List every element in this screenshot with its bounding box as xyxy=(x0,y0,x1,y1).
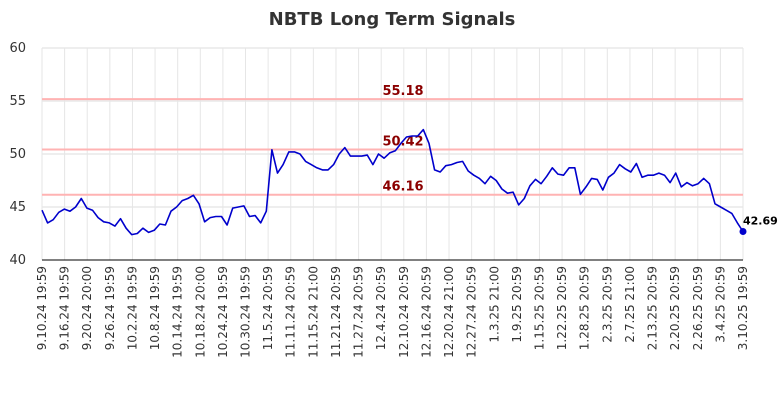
x-tick-label: 12.10.24 20:59 xyxy=(397,266,411,358)
x-tick-label: 12.4.24 20:59 xyxy=(374,266,388,350)
reference-label: 55.18 xyxy=(382,84,423,99)
x-tick-label: 12.27.24 20:59 xyxy=(465,266,479,358)
last-point-label: 42.69 xyxy=(743,214,778,227)
chart-title: NBTB Long Term Signals xyxy=(269,9,516,30)
x-tick-label: 9.26.24 19:59 xyxy=(103,266,117,350)
x-tick-label: 9.16.24 19:59 xyxy=(58,266,72,350)
price-series: 42.69 xyxy=(41,128,778,236)
x-tick-label: 12.16.24 20:59 xyxy=(419,266,433,358)
x-tick-label: 10.18.24 20:00 xyxy=(193,266,207,358)
x-tick-label: 9.20.24 20:00 xyxy=(80,266,94,350)
y-tick-label: 55 xyxy=(9,94,26,109)
last-point-marker xyxy=(739,227,747,235)
x-tick-label: 1.28.25 20:59 xyxy=(578,266,592,350)
series-line xyxy=(41,128,744,236)
reference-label: 46.16 xyxy=(382,180,423,195)
x-tick-label: 10.24.24 19:59 xyxy=(216,266,230,358)
y-tick-label: 60 xyxy=(9,41,26,56)
x-tick-label: 11.27.24 20:59 xyxy=(352,266,366,358)
x-tick-label: 10.8.24 19:59 xyxy=(148,266,162,350)
y-tick-label: 45 xyxy=(9,200,26,215)
grid xyxy=(41,47,744,261)
x-tick-label: 11.21.24 20:59 xyxy=(329,266,343,358)
y-tick-label: 50 xyxy=(9,147,26,162)
x-tick-label: 1.3.25 21:00 xyxy=(487,266,501,343)
x-tick-label: 12.20.24 21:00 xyxy=(442,266,456,358)
x-tick-label: 2.3.25 20:59 xyxy=(600,266,614,343)
x-tick-label: 2.26.25 20:59 xyxy=(691,266,705,350)
x-tick-label: 2.20.25 20:59 xyxy=(668,266,682,350)
x-tick-label: 2.13.25 20:59 xyxy=(646,266,660,350)
x-axis: 9.10.24 19:59 9.16.24 19:59 9.20.24 20:00 9… xyxy=(35,266,750,358)
x-tick-label: 10.14.24 19:59 xyxy=(171,266,185,358)
x-tick-label: 2.7.25 21:00 xyxy=(623,266,637,343)
x-tick-label: 1.15.25 20:59 xyxy=(532,266,546,350)
y-tick-label: 40 xyxy=(9,253,26,268)
x-tick-label: 11.15.24 21:00 xyxy=(306,266,320,358)
x-tick-label: 11.11.24 20:59 xyxy=(284,266,298,358)
x-tick-label: 3.10.25 19:59 xyxy=(736,266,750,350)
x-tick-label: 10.2.24 19:59 xyxy=(125,266,139,350)
x-tick-label: 11.5.24 20:59 xyxy=(261,266,275,350)
x-tick-label: 1.9.25 20:59 xyxy=(510,266,524,343)
y-axis: 40 45 50 55 60 xyxy=(9,41,743,268)
x-tick-label: 9.10.24 19:59 xyxy=(35,266,49,350)
x-tick-label: 3.4.25 20:59 xyxy=(713,266,727,343)
x-tick-label: 1.22.25 20:59 xyxy=(555,266,569,350)
x-tick-label: 10.30.24 19:59 xyxy=(239,266,253,358)
